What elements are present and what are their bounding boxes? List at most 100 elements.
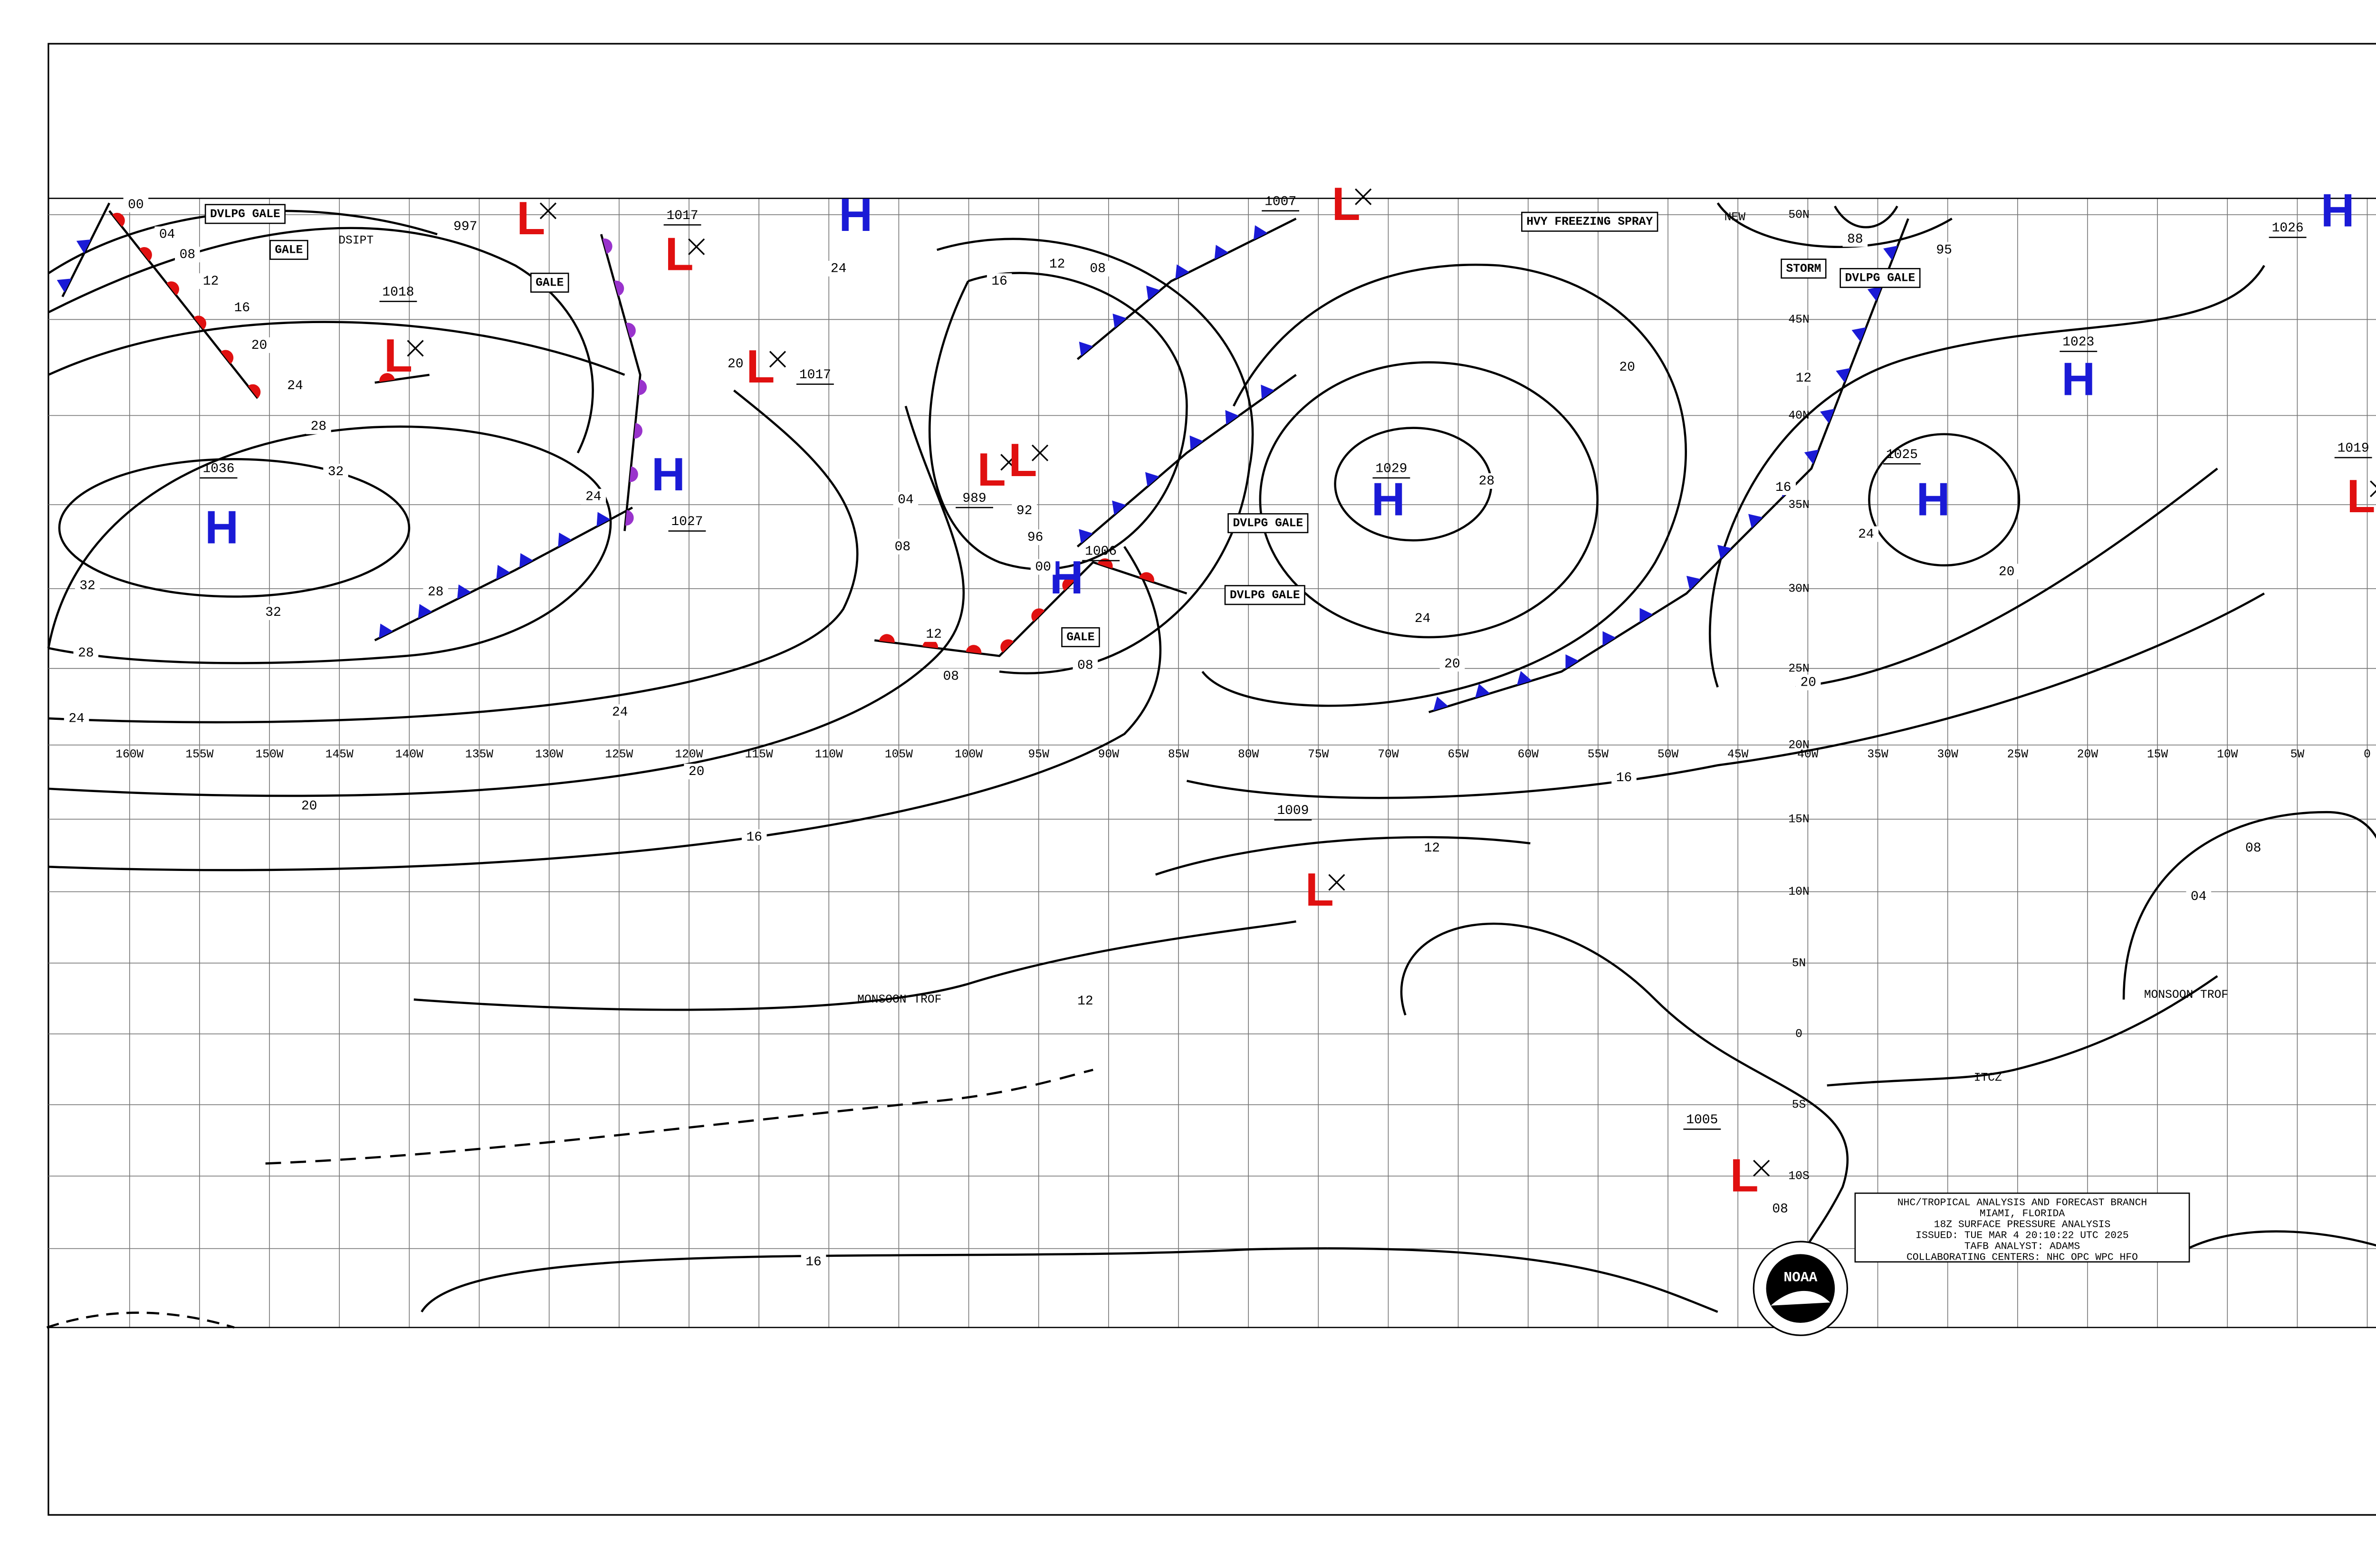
longitude-label: 95W <box>1028 748 1050 761</box>
latitude-label: 5N <box>1792 956 1806 970</box>
isobar-label: 20 <box>251 338 268 353</box>
annotation: DVLPG GALE <box>1845 272 1916 285</box>
info-box: NHC/TROPICAL ANALYSIS AND FORECAST BRANC… <box>1854 1192 2190 1263</box>
isobar <box>1400 922 1849 1328</box>
isobar-label-bg <box>1085 260 1111 277</box>
central-pressure: 1007 <box>1265 194 1296 209</box>
latitude-label: 0 <box>1795 1027 1802 1041</box>
isobar <box>1709 265 2265 688</box>
isobar <box>2185 1230 2376 1251</box>
longitude-label: 120W <box>675 748 703 761</box>
pressure-center-symbol: H <box>205 501 239 554</box>
noaa-logo: NOAA <box>1753 1241 1849 1336</box>
isobar-label: 08 <box>895 540 911 555</box>
longitude-label: 135W <box>465 748 493 761</box>
pressure-center-symbol: H <box>1050 551 1083 603</box>
cold-front-barb <box>558 532 572 547</box>
warm-front-barb <box>139 247 152 261</box>
longitude-label: 100W <box>955 748 983 761</box>
isobar-label-bg <box>921 626 947 642</box>
isobar-label: 08 <box>2245 841 2261 856</box>
isobar-label-bg <box>1611 770 1637 786</box>
longitude-label: 15W <box>2147 748 2168 761</box>
latitude-label: 45N <box>1788 313 1809 326</box>
central-pressure: 1023 <box>2062 335 2094 350</box>
cold-front-barb <box>1214 245 1229 260</box>
central-pressure: 1026 <box>2272 221 2304 236</box>
cold-front-barb <box>1836 368 1850 383</box>
cold-front-barb <box>596 512 611 527</box>
isobar-label: 997 <box>453 220 477 234</box>
cold-front-barb <box>1602 631 1616 646</box>
isobar-label: 20 <box>301 799 317 813</box>
isobar-label-bg <box>1767 1201 1793 1217</box>
annotation-box <box>1061 627 1100 648</box>
latitude-label: 25N <box>1788 662 1809 675</box>
isobar-label: 20 <box>1619 360 1635 375</box>
warm-front-barb <box>602 238 613 254</box>
isobar-label-bg <box>581 488 606 505</box>
monsoon-trough <box>413 920 1296 1011</box>
info-line: TAFB ANALYST: ADAMS <box>1964 1241 2080 1252</box>
longitude-label: 0 <box>2364 748 2371 761</box>
isobar-label: 00 <box>1035 560 1051 575</box>
front-line <box>61 202 111 297</box>
central-pressure: 1017 <box>799 368 831 382</box>
central-pressure: 989 <box>962 491 986 506</box>
isobar-label-bg <box>938 668 964 684</box>
annotation: DVLPG GALE <box>1230 589 1300 602</box>
warm-front-barb <box>629 466 638 482</box>
annotation: HVY FREEZING SPRAY <box>1526 215 1653 229</box>
central-pressure: 1006 <box>1085 545 1117 559</box>
latitude-label: 40N <box>1788 409 1809 422</box>
latitude-label: 30N <box>1788 582 1809 595</box>
annotation: DSIPT <box>338 234 374 248</box>
center-x <box>2370 480 2376 497</box>
annotation: GALE <box>1066 631 1094 644</box>
warm-front-barb <box>1139 572 1154 583</box>
isobar-label-bg <box>123 197 149 213</box>
isobar-label-bg <box>75 578 100 594</box>
longitude-label: 140W <box>395 748 423 761</box>
cold-front-barb <box>76 239 91 254</box>
isobar-label-bg <box>423 584 449 600</box>
logo-text: NOAA <box>1783 1269 1817 1285</box>
annotation-box <box>1224 585 1305 605</box>
longitude-label: 125W <box>605 748 633 761</box>
isobar-label-bg <box>452 219 478 235</box>
isobar-label-bg <box>297 798 322 814</box>
isobar-label-bg <box>198 273 223 289</box>
center-x <box>1355 188 1372 205</box>
isobar-label: 20 <box>1999 564 2015 579</box>
isobar-label-bg <box>1931 242 1957 258</box>
isobar-label: 12 <box>1077 994 1093 1009</box>
cold-front-barb <box>1433 696 1448 711</box>
longitude-label: 110W <box>815 748 843 761</box>
pressure-center-symbol: H <box>2321 184 2355 236</box>
isobar-label-bg <box>1439 656 1465 672</box>
isobar-label: 88 <box>1847 232 1863 247</box>
center-x <box>1328 874 1345 891</box>
isobar-label-bg <box>154 226 180 242</box>
cold-front-barb <box>1261 384 1274 400</box>
isobar-label: 32 <box>328 465 344 479</box>
central-pressure: 1029 <box>1375 461 1407 476</box>
longitude-label: 155W <box>185 748 213 761</box>
longitude-label: 10W <box>2217 748 2238 761</box>
isobar <box>2122 811 2376 1000</box>
warm-front-barb <box>248 384 261 399</box>
isobar-label-bg <box>1023 529 1048 545</box>
longitude-label: 145W <box>326 748 354 761</box>
isobar-label-bg <box>64 710 89 727</box>
isobar <box>1155 836 1531 876</box>
info-line: NHC/TROPICAL ANALYSIS AND FORECAST BRANC… <box>1897 1197 2147 1209</box>
isobar-label-bg <box>306 418 331 434</box>
info-line: 18Z SURFACE PRESSURE ANALYSIS <box>1934 1219 2111 1231</box>
isobar-label-bg <box>1994 564 2019 580</box>
central-pressure: 1005 <box>1686 1113 1718 1128</box>
isobar-label-bg <box>1791 370 1816 386</box>
isobar-label: 28 <box>428 585 444 600</box>
isobar-label-bg <box>175 247 200 263</box>
